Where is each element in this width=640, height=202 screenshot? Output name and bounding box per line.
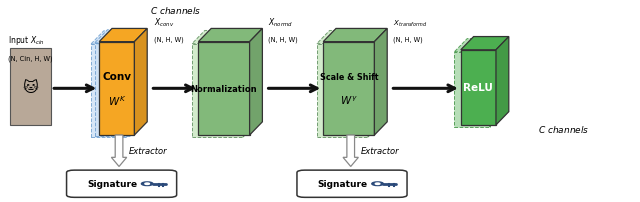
Text: $X_{conv}$: $X_{conv}$ [154, 17, 174, 29]
Circle shape [375, 183, 380, 185]
Text: Normalization: Normalization [191, 84, 257, 93]
Polygon shape [99, 42, 134, 135]
Text: Conv: Conv [102, 72, 131, 82]
Polygon shape [10, 48, 51, 125]
Polygon shape [126, 32, 139, 138]
Polygon shape [317, 44, 368, 137]
Polygon shape [461, 37, 509, 50]
Polygon shape [496, 37, 509, 125]
Text: Signature: Signature [87, 179, 137, 188]
Text: $C$ channels: $C$ channels [150, 5, 202, 16]
Circle shape [145, 183, 150, 185]
Text: $W^{\gamma}$: $W^{\gamma}$ [340, 94, 358, 106]
Polygon shape [250, 29, 262, 135]
Text: (N, H, W): (N, H, W) [393, 36, 422, 42]
Polygon shape [454, 39, 502, 53]
Polygon shape [198, 29, 262, 42]
Polygon shape [343, 135, 358, 167]
Text: ReLU: ReLU [463, 83, 493, 93]
Text: $X_{normd}$: $X_{normd}$ [268, 17, 292, 29]
Text: (N, H, W): (N, H, W) [268, 36, 297, 42]
Polygon shape [111, 135, 127, 167]
Polygon shape [130, 31, 143, 137]
Polygon shape [323, 29, 387, 42]
Polygon shape [91, 32, 139, 45]
Polygon shape [192, 31, 256, 44]
FancyBboxPatch shape [67, 170, 177, 197]
Circle shape [372, 182, 383, 186]
Text: Scale & Shift: Scale & Shift [319, 72, 378, 81]
Circle shape [141, 182, 153, 186]
Text: (N, Cin, H, W): (N, Cin, H, W) [8, 55, 53, 62]
Text: $X_{transformd}$: $X_{transformd}$ [393, 19, 428, 29]
Polygon shape [91, 45, 126, 138]
Text: $C$ channels: $C$ channels [538, 124, 589, 135]
Text: 🐱: 🐱 [22, 79, 38, 94]
Text: Input $X_{cin}$: Input $X_{cin}$ [8, 34, 45, 47]
Text: $W^K$: $W^K$ [108, 94, 126, 108]
Text: Extractor: Extractor [360, 146, 399, 156]
Polygon shape [368, 31, 381, 137]
Polygon shape [454, 53, 490, 127]
Polygon shape [95, 31, 143, 44]
Text: Extractor: Extractor [129, 146, 167, 156]
Polygon shape [99, 29, 147, 42]
Polygon shape [192, 44, 243, 137]
Text: Signature: Signature [317, 179, 367, 188]
Polygon shape [95, 44, 130, 137]
Polygon shape [374, 29, 387, 135]
Polygon shape [323, 42, 374, 135]
Polygon shape [198, 42, 250, 135]
Text: (N, H, W): (N, H, W) [154, 36, 183, 42]
Polygon shape [461, 50, 496, 125]
FancyBboxPatch shape [297, 170, 407, 197]
Polygon shape [134, 29, 147, 135]
Polygon shape [243, 31, 256, 137]
Polygon shape [490, 39, 502, 127]
Polygon shape [317, 31, 381, 44]
